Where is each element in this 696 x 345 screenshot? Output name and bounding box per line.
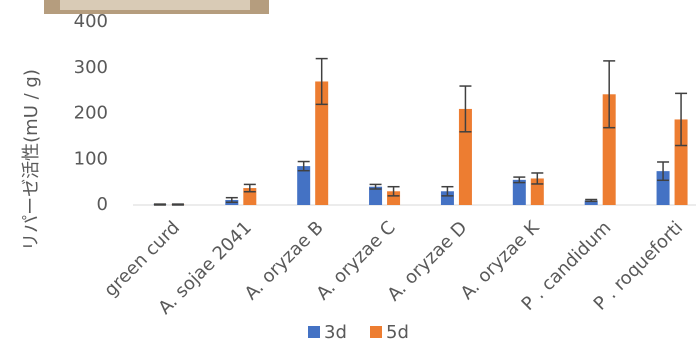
bar [297, 166, 310, 205]
legend-label: 3d [324, 322, 347, 343]
bar [513, 180, 526, 205]
y-tick-label: 100 [74, 148, 108, 169]
y-tick-label: 300 [74, 57, 108, 78]
y-tick-label: 400 [74, 11, 108, 32]
legend-swatch [370, 326, 382, 338]
chart: リパーゼ活性(mU / g) 0100200300400green curdA.… [0, 0, 696, 345]
legend-label: 5d [386, 322, 409, 343]
y-tick-label: 0 [97, 194, 108, 215]
photo-crop-light [60, 0, 250, 10]
legend-swatch [308, 326, 320, 338]
y-tick-label: 200 [74, 103, 108, 124]
y-axis-label: リパーゼ活性(mU / g) [21, 69, 42, 251]
